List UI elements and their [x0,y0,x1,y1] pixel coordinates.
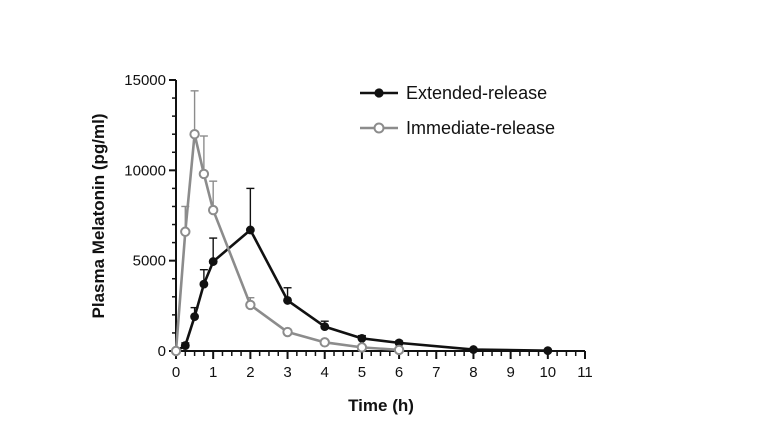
data-point [180,341,190,350]
data-point [394,338,404,348]
x-tick-label: 10 [539,364,556,381]
series-line [174,132,400,352]
x-tick-label: 3 [283,364,291,381]
x-tick-label: 0 [172,364,180,381]
data-point [245,225,255,235]
data-point [543,346,553,356]
data-point [469,345,478,354]
x-tick-label: 4 [321,364,329,381]
x-tick-label: 1 [209,364,217,381]
data-point [245,299,256,311]
data-point [208,257,218,266]
series-immediate-release [170,90,405,357]
data-point [282,326,293,338]
y-tick-label: 15000 [124,72,166,89]
data-point [320,322,330,332]
legend-label: Immediate-release [406,118,555,138]
x-tick-label: 6 [395,364,403,381]
legend: Extended-release Immediate-release [360,83,555,138]
data-point [170,345,182,357]
x-tick-label: 8 [469,364,477,381]
x-tick-label: 2 [246,364,254,381]
y-tick-label: 10000 [124,162,166,179]
data-point [180,226,191,237]
legend-marker [373,122,385,134]
y-tick-label: 5000 [133,253,166,270]
data-point [393,344,405,356]
data-point [283,296,292,305]
data-point [207,204,219,216]
axes: 0 5000 10000 15000 0 1 2 3 4 5 6 7 8 9 10 11 [124,72,593,381]
data-point [199,279,209,289]
x-tick-label: 11 [577,364,593,381]
data-point [198,168,210,180]
y-axis-title: Plasma Melatonin (pg/ml) [89,114,108,319]
data-point [357,333,367,343]
series-layer [170,90,553,357]
data-point [190,312,199,322]
legend-marker [374,88,384,98]
data-point [356,342,368,353]
y-tick-label: 0 [158,343,166,360]
legend-label: Extended-release [406,83,547,103]
data-point [189,129,200,140]
data-point [319,337,330,348]
x-axis-title: Time (h) [348,396,414,415]
series-extended-release [171,187,553,356]
x-tick-label: 9 [506,364,514,381]
x-tick-label: 7 [432,364,440,381]
series-line [175,228,548,353]
x-tick-label: 5 [358,364,366,381]
